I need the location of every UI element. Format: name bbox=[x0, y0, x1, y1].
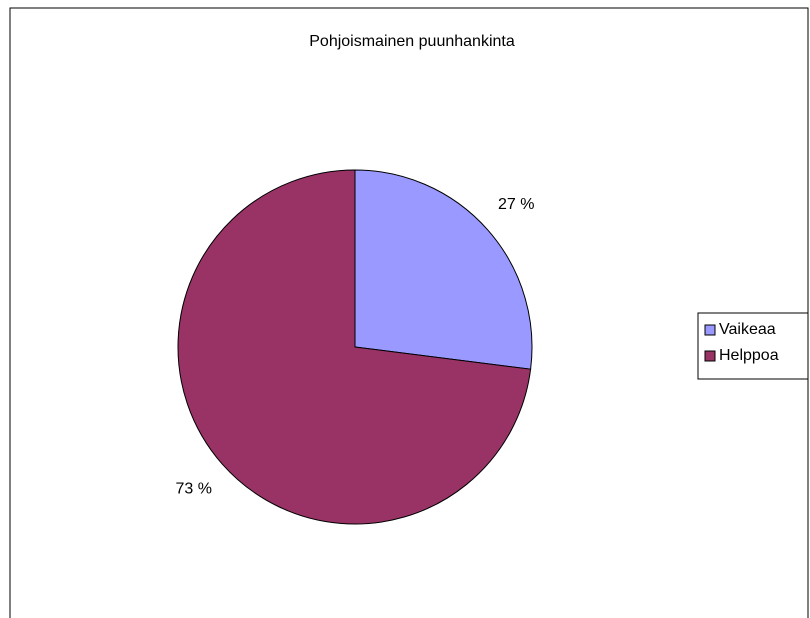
pie-slice bbox=[354, 169, 533, 370]
legend-label: Helppoa bbox=[719, 347, 779, 364]
data-label: 27 % bbox=[498, 196, 534, 213]
legend-swatch bbox=[704, 324, 716, 336]
data-label: 73 % bbox=[175, 480, 211, 497]
legend-box bbox=[697, 312, 809, 380]
chart-title: Pohjoismainen puunhankinta bbox=[309, 33, 515, 50]
legend-label: Vaikeaa bbox=[719, 321, 776, 338]
legend-swatch bbox=[704, 350, 716, 362]
pie-slice bbox=[177, 169, 532, 525]
